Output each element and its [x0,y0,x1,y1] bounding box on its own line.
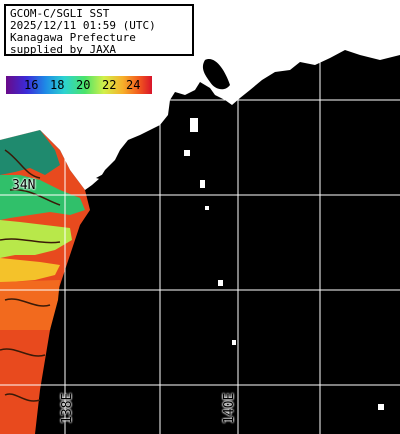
sagami-bay [202,59,230,90]
kozushima-island [205,206,209,210]
niijima-island [200,180,205,188]
lon-label-138e: 138E [60,392,75,424]
hachijojima-island [378,404,384,410]
info-panel: GCOM-C/SGLI SST 2025/12/11 01:59 (UTC) K… [4,4,194,56]
sst-cool-area-north [0,130,60,175]
credit-label: supplied by JAXA [10,43,116,56]
tokyo-bay [175,98,195,115]
legend-tick-22: 22 [102,78,117,92]
miyakejima-island [218,280,223,286]
sst-swath [0,130,90,434]
sensor-title: GCOM-C/SGLI SST [10,7,110,20]
toshima-island [184,150,190,156]
lon-label-140e: 140E [222,392,237,424]
sst-transition-area [0,220,72,258]
coastline-detail [96,98,195,182]
legend-tick-24: 24 [126,78,141,92]
timestamp: 2025/12/11 01:59 (UTC) [10,19,156,32]
lat-label-34n: 34N [12,178,36,193]
legend-tick-18: 18 [50,78,65,92]
legend-tick-16: 16 [24,78,39,92]
sst-orange-area [0,280,60,330]
suruga-bay [96,155,130,182]
region-label: Kanagawa Prefecture [10,31,136,44]
sst-orange-band [0,258,60,282]
izu-oshima-island [190,118,198,132]
legend-tick-20: 20 [76,78,91,92]
mikurajima-island [232,340,236,345]
coast-inlet-west [0,95,35,120]
color-scale-legend: 16 18 20 22 24 [4,74,154,96]
